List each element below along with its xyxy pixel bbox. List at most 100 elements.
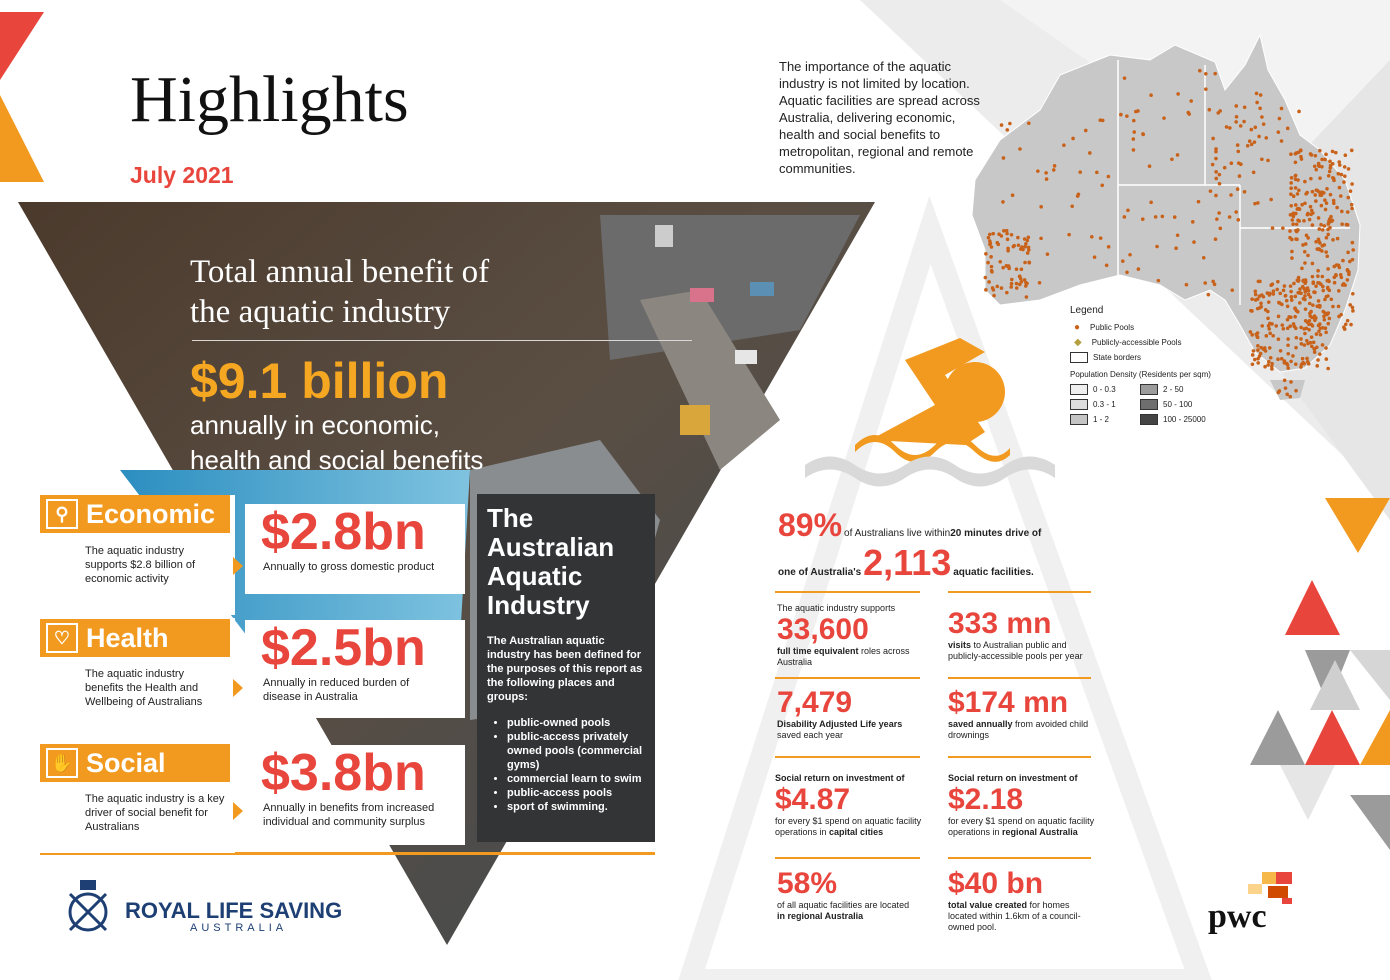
pool-dot <box>1320 244 1325 248</box>
pool-dot <box>1303 294 1307 298</box>
stat-visits-bold: visits <box>948 640 972 650</box>
pool-dot <box>1310 223 1315 227</box>
pool-dot <box>1306 253 1310 258</box>
pool-dot <box>1256 348 1260 352</box>
pool-dot <box>1289 298 1294 302</box>
kpi-social-caption: Annually in benefits from increased indi… <box>263 802 435 828</box>
pool-dot <box>1289 176 1294 180</box>
pool-dot <box>1326 366 1330 371</box>
pool-dot <box>1303 242 1308 246</box>
deco-triangle <box>1305 710 1360 765</box>
pool-dot <box>992 293 996 298</box>
legend-label: Publicly-accessible Pools <box>1091 338 1182 347</box>
pool-dot <box>1208 189 1213 193</box>
pool-dot <box>1252 357 1257 362</box>
aquatic-industry-title: The Australian Aquatic Industry <box>487 504 645 620</box>
pool-dot <box>1214 193 1218 198</box>
pool-dot <box>1324 330 1328 335</box>
pool-dot <box>1298 287 1302 291</box>
stat-homes: $40 bn total value created for homes loc… <box>948 868 1093 933</box>
pool-dot <box>1307 217 1312 222</box>
legend-label: 1 - 2 <box>1093 415 1110 424</box>
deco-triangle <box>1350 795 1390 850</box>
pool-dot <box>1270 367 1274 371</box>
pool-dot <box>1286 351 1291 356</box>
pool-dot <box>1017 282 1022 287</box>
stat-saved-post: from avoided child drownings <box>948 719 1089 740</box>
pool-dot <box>1260 115 1264 119</box>
stat-jobs-post: roles across Australia <box>777 646 910 667</box>
pool-dot <box>1260 157 1264 162</box>
car <box>655 225 673 247</box>
pool-dot <box>1248 330 1253 334</box>
pool-dot <box>1299 362 1304 367</box>
pool-dot <box>1310 274 1315 279</box>
divider <box>775 756 920 758</box>
stat-visits-post: to Australian public and publicly-access… <box>948 640 1083 661</box>
pool-dot <box>1253 201 1257 206</box>
pool-dot <box>1316 281 1320 285</box>
pool-dot <box>1303 288 1308 293</box>
pool-dot <box>1348 259 1352 264</box>
australia-map <box>971 33 1361 400</box>
pool-dot <box>1254 91 1259 96</box>
pool-dot <box>1296 275 1301 280</box>
access-text-d: aquatic facilities. <box>953 567 1034 578</box>
outline-triangle <box>678 195 1212 980</box>
stat-sroi-regional-pre: Social return on investment of <box>948 773 1078 783</box>
pool-dot <box>1005 231 1009 236</box>
pool-dot <box>1311 303 1315 307</box>
pool-dot <box>1294 211 1298 216</box>
pool-dot <box>1319 282 1323 287</box>
pool-dot <box>1252 140 1257 144</box>
pool-dot <box>1333 150 1338 155</box>
pool-dot <box>1322 314 1326 319</box>
pool-dot <box>1235 187 1240 191</box>
pool-dot <box>1213 71 1217 76</box>
pool-dot <box>995 284 1000 289</box>
access-percent: 89% <box>778 507 843 543</box>
pool-dot <box>1037 280 1042 285</box>
pool-dot <box>1255 100 1259 105</box>
access-facilities: 2,113 <box>863 542 952 583</box>
stat-saved-value: $174 mn <box>948 686 1069 719</box>
pool-dot <box>1340 222 1344 226</box>
pool-dot <box>1301 243 1305 247</box>
footpath <box>640 290 780 470</box>
pool-dot <box>1270 226 1275 230</box>
pool-dot <box>1022 237 1027 241</box>
pool-dot <box>1210 162 1215 167</box>
pool-dot <box>986 260 990 265</box>
stat-sroi-capital: Social return on investment of $4.87 for… <box>775 773 923 838</box>
pool-dot <box>1189 99 1193 103</box>
pool-dot <box>1026 235 1031 240</box>
pool-dot <box>1156 278 1161 283</box>
pool-dot <box>1297 301 1302 305</box>
intro-text: The importance of the aquatic industry i… <box>779 59 980 176</box>
pool-dot <box>1010 193 1015 197</box>
bottom-rule <box>40 852 655 855</box>
pool-dot <box>1153 215 1158 219</box>
swatch <box>1070 399 1088 410</box>
pool-dot <box>1267 327 1272 331</box>
pool-dot <box>1012 243 1017 248</box>
pool-dot <box>1045 252 1050 256</box>
pool-dot <box>1001 200 1005 204</box>
pool-dot <box>1343 174 1347 179</box>
stat-regional-post: of all aquatic facilities are located <box>777 900 910 910</box>
pool-dot <box>1336 171 1341 176</box>
pool-dot <box>1300 284 1305 289</box>
pool-dot <box>1296 178 1300 182</box>
pool-dot <box>1351 309 1355 313</box>
pool-dot <box>1345 268 1350 272</box>
list-item: public-owned pools <box>507 716 655 730</box>
pool-dot <box>1259 304 1264 309</box>
pool-dot <box>1294 151 1299 155</box>
pool-dot <box>1305 359 1310 364</box>
aquatic-title-line4: Industry <box>487 590 590 620</box>
pool-dot <box>987 232 992 237</box>
pool-dot <box>1218 226 1223 231</box>
pool-dot <box>1344 222 1349 227</box>
divider <box>775 677 920 679</box>
pool-dot <box>1024 295 1029 299</box>
